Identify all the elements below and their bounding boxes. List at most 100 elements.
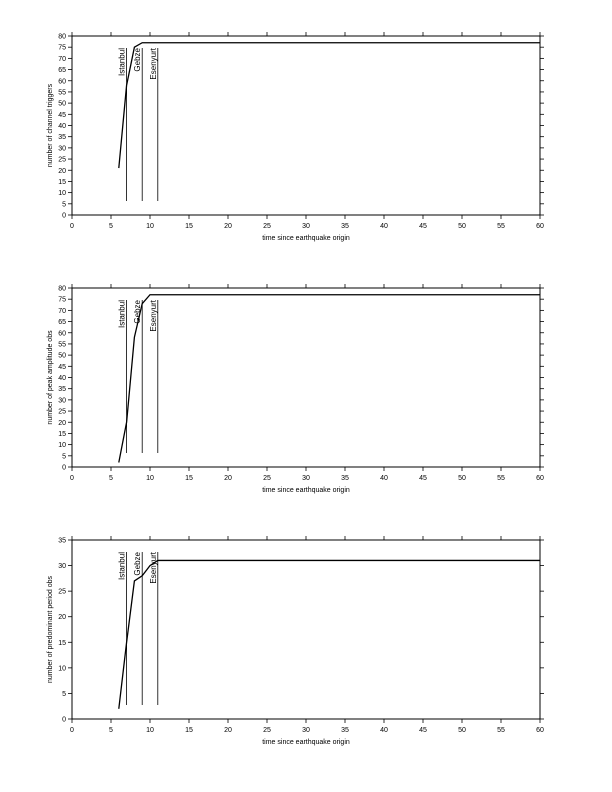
y-tick-label: 25 — [58, 409, 66, 416]
y-tick-label: 25 — [58, 157, 66, 164]
x-tick-label: 20 — [224, 727, 232, 734]
y-tick-label: 10 — [58, 665, 66, 672]
y-tick-label: 0 — [62, 717, 66, 724]
x-tick-label: 0 — [70, 475, 74, 482]
y-tick-label: 60 — [58, 330, 66, 337]
y-tick-label: 45 — [58, 364, 66, 371]
x-tick-label: 5 — [109, 475, 113, 482]
y-tick-label: 50 — [58, 101, 66, 108]
y-tick-label: 25 — [58, 589, 66, 596]
x-tick-label: 25 — [263, 727, 271, 734]
y-tick-label: 5 — [62, 453, 66, 460]
station-label: Gebze — [133, 47, 142, 71]
y-tick-label: 75 — [58, 45, 66, 52]
y-tick-label: 35 — [58, 538, 66, 545]
x-tick-label: 50 — [458, 475, 466, 482]
y-tick-label: 30 — [58, 397, 66, 404]
y-tick-label: 5 — [62, 201, 66, 208]
x-tick-label: 0 — [70, 727, 74, 734]
x-tick-label: 30 — [302, 223, 310, 230]
station-label: Esenyurt — [149, 47, 158, 79]
x-tick-label: 45 — [419, 475, 427, 482]
y-tick-label: 10 — [58, 442, 66, 449]
x-tick-label: 30 — [302, 475, 310, 482]
x-tick-label: 25 — [263, 475, 271, 482]
y-tick-label: 20 — [58, 168, 66, 175]
y-tick-label: 40 — [58, 123, 66, 130]
y-axis-label: number of channel triggers — [47, 83, 54, 167]
station-label: Istanbul — [118, 552, 127, 580]
y-tick-label: 10 — [58, 190, 66, 197]
y-tick-label: 20 — [58, 420, 66, 427]
x-tick-label: 15 — [185, 475, 193, 482]
data-line — [118, 559, 540, 709]
y-tick-label: 70 — [58, 308, 66, 315]
y-tick-label: 35 — [58, 386, 66, 393]
y-tick-label: 60 — [58, 78, 66, 85]
y-tick-label: 15 — [58, 640, 66, 647]
x-tick-label: 60 — [536, 223, 544, 230]
x-tick-label: 50 — [458, 223, 466, 230]
station-label: Esenyurt — [149, 551, 158, 583]
station-label: Istanbul — [118, 300, 127, 328]
x-tick-label: 5 — [109, 223, 113, 230]
x-tick-label: 40 — [380, 475, 388, 482]
x-tick-label: 40 — [380, 727, 388, 734]
y-tick-label: 30 — [58, 145, 66, 152]
y-tick-label: 35 — [58, 134, 66, 141]
y-tick-label: 5 — [62, 691, 66, 698]
data-line — [118, 42, 540, 169]
y-axis-label: number of predominant period obs — [47, 575, 54, 683]
y-tick-label: 80 — [58, 286, 66, 293]
x-tick-label: 40 — [380, 223, 388, 230]
y-tick-label: 30 — [58, 563, 66, 570]
x-axis-label: time since earthquake origin — [262, 739, 350, 746]
x-tick-label: 15 — [185, 223, 193, 230]
x-tick-label: 35 — [341, 727, 349, 734]
y-axis-label: number of peak amplitude obs — [47, 330, 54, 425]
y-tick-label: 70 — [58, 56, 66, 63]
x-tick-label: 25 — [263, 223, 271, 230]
x-tick-label: 55 — [497, 223, 505, 230]
y-tick-label: 50 — [58, 353, 66, 360]
x-tick-label: 30 — [302, 727, 310, 734]
y-tick-label: 80 — [58, 34, 66, 41]
x-tick-label: 5 — [109, 727, 113, 734]
x-tick-label: 10 — [146, 223, 154, 230]
x-axis-label: time since earthquake origin — [262, 487, 350, 494]
x-tick-label: 10 — [146, 727, 154, 734]
y-tick-label: 15 — [58, 431, 66, 438]
plot: 0 5 10 15 20 25 30 35 40 45 50 55 60 65 70 75 80 0 5 10 15 20… — [47, 32, 544, 242]
x-tick-label: 35 — [341, 223, 349, 230]
x-tick-label: 20 — [224, 223, 232, 230]
x-tick-label: 15 — [185, 727, 193, 734]
x-tick-label: 55 — [497, 475, 505, 482]
y-tick-label: 15 — [58, 179, 66, 186]
y-tick-label: 0 — [62, 465, 66, 472]
x-tick-label: 45 — [419, 223, 427, 230]
x-tick-label: 0 — [70, 223, 74, 230]
x-tick-label: 10 — [146, 475, 154, 482]
station-label: Istanbul — [118, 48, 127, 76]
station-label: Gebze — [133, 551, 142, 575]
x-tick-label: 55 — [497, 727, 505, 734]
plot: 0 5 10 15 20 25 30 35 40 45 50 55 60 65 70 75 80 0 5 10 15 20… — [47, 284, 544, 494]
y-tick-label: 75 — [58, 297, 66, 304]
plot: 0 5 10 15 20 25 30 35 0 5 10 15 20 25 30 35 40 45 50 55 60 ti… — [47, 536, 544, 746]
x-tick-label: 20 — [224, 475, 232, 482]
y-tick-label: 0 — [62, 213, 66, 220]
y-tick-label: 55 — [58, 341, 66, 348]
y-tick-label: 65 — [58, 319, 66, 326]
data-line — [118, 294, 540, 463]
x-tick-label: 60 — [536, 727, 544, 734]
x-tick-label: 35 — [341, 475, 349, 482]
x-tick-label: 45 — [419, 727, 427, 734]
y-tick-label: 40 — [58, 375, 66, 382]
x-axis-label: time since earthquake origin — [262, 235, 350, 242]
x-tick-label: 60 — [536, 475, 544, 482]
y-tick-label: 55 — [58, 89, 66, 96]
y-tick-label: 45 — [58, 112, 66, 119]
station-label: Gebze — [133, 299, 142, 323]
station-label: Esenyurt — [149, 299, 158, 331]
